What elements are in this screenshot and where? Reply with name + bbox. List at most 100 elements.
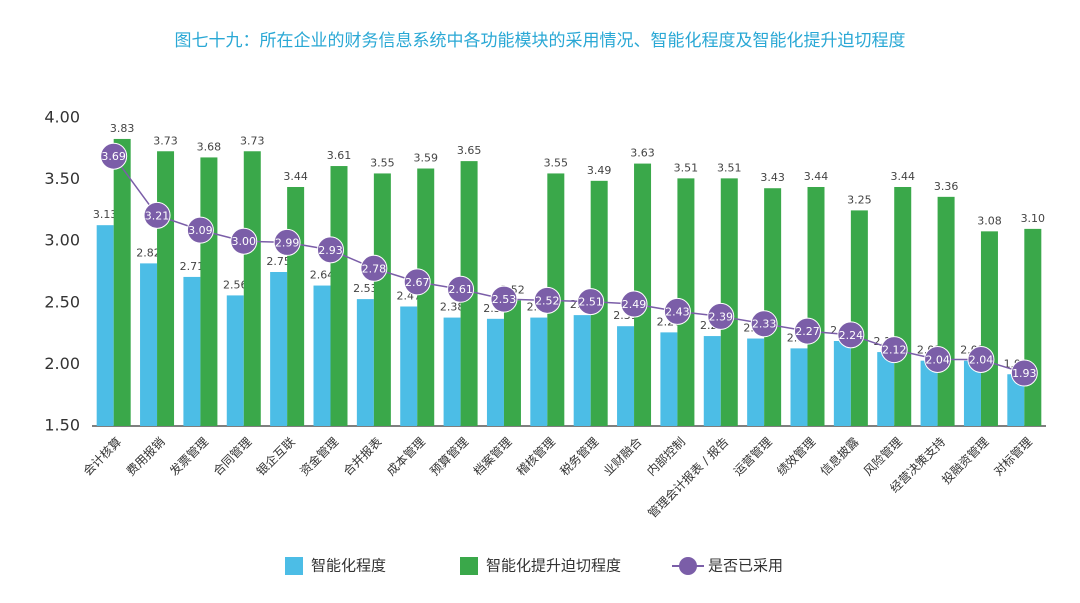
bar-value-label: 3.25: [847, 193, 872, 206]
line-value-label: 2.04: [925, 353, 950, 366]
bar: [937, 196, 955, 426]
x-tick-label: 成本管理: [383, 434, 428, 479]
bar: [894, 186, 912, 426]
line-value-label: 2.12: [882, 344, 907, 357]
line-marker: [100, 142, 128, 170]
bar-value-label: 3.63: [630, 147, 655, 160]
bar: [850, 210, 868, 426]
x-tick-label: 预算管理: [427, 434, 472, 479]
line-marker: [533, 286, 561, 314]
bar-value-label: 2.75: [266, 255, 291, 268]
bar-value-label: 3.73: [153, 134, 178, 147]
line-marker: [230, 227, 258, 255]
bar: [703, 336, 721, 426]
bar: [140, 263, 158, 426]
x-tick-label: 稽核管理: [513, 434, 558, 479]
bar: [790, 348, 808, 426]
line-marker: [577, 288, 605, 316]
bar-value-label: 2.38: [440, 301, 465, 314]
bar-value-label: 3.73: [240, 134, 265, 147]
line-value-label: 2.24: [839, 329, 864, 342]
x-tick-label: 费用报销: [123, 434, 168, 479]
bar-value-label: 3.55: [370, 156, 395, 169]
y-tick-label: 2.00: [44, 354, 80, 373]
y-tick-label: 2.50: [44, 292, 80, 311]
line-value-label: 2.99: [275, 236, 300, 249]
line-marker: [837, 321, 865, 349]
line-value-label: 2.67: [405, 276, 430, 289]
bar: [660, 332, 678, 426]
legend-label: 是否已采用: [708, 557, 783, 575]
line-value-label: 2.27: [795, 325, 820, 338]
line-marker: [317, 236, 344, 264]
x-tick-label: 会计核算: [80, 434, 125, 479]
bar: [96, 225, 114, 426]
x-tick-label: 信息披露: [817, 434, 862, 479]
bar-value-label: 2.56: [223, 278, 248, 291]
line-marker: [186, 216, 214, 244]
line-marker: [447, 275, 475, 303]
bar-value-label: 3.10: [1021, 212, 1046, 225]
bar: [417, 168, 435, 426]
x-tick-label: 发票管理: [166, 434, 211, 479]
x-tick-label: 内部控制: [643, 434, 688, 479]
legend-swatch: [460, 557, 478, 575]
y-tick-label: 1.50: [44, 416, 80, 435]
bar-value-label: 3.51: [717, 161, 742, 174]
line-value-label: 3.21: [145, 209, 170, 222]
bar: [356, 299, 374, 426]
line: [113, 155, 1025, 374]
bar-value-label: 3.13: [93, 208, 118, 221]
line-value-label: 2.78: [362, 262, 387, 275]
bar: [486, 318, 504, 426]
y-tick-label: 3.50: [44, 169, 80, 188]
bar: [443, 317, 461, 426]
bar-value-label: 3.36: [934, 180, 959, 193]
x-tick-label: 绩效管理: [774, 434, 819, 479]
line-value-label: 2.04: [969, 353, 994, 366]
bar-value-label: 3.43: [760, 171, 785, 184]
bar: [373, 173, 391, 426]
line-marker: [707, 302, 735, 330]
bar: [833, 340, 851, 426]
line-marker: [967, 345, 995, 373]
bar: [400, 306, 418, 426]
bar: [963, 360, 981, 426]
bar: [807, 186, 825, 426]
x-tick-label: 风险管理: [860, 434, 905, 479]
bar: [877, 352, 895, 426]
x-tick-label: 合同管理: [210, 434, 255, 479]
bar: [980, 231, 998, 426]
x-tick-label: 业财融合: [600, 434, 645, 479]
x-tick-label: 税务管理: [557, 434, 602, 479]
x-tick-label: 管理会计报表 / 报告: [645, 434, 732, 521]
line-marker: [360, 254, 388, 282]
bar-value-label: 3.49: [587, 164, 612, 177]
x-tick-label: 银企互联: [253, 434, 298, 479]
bar: [1007, 374, 1025, 426]
bar-value-label: 3.61: [327, 149, 352, 162]
bar-value-label: 3.59: [413, 152, 438, 165]
legend-label: 智能化提升迫切程度: [486, 557, 621, 575]
line-marker: [403, 268, 431, 296]
bar-value-label: 3.55: [544, 156, 569, 169]
bar-value-label: 3.08: [977, 214, 1002, 227]
bar-value-label: 3.65: [457, 144, 482, 157]
line-value-label: 1.93: [1012, 367, 1037, 380]
line-value-label: 2.33: [752, 318, 777, 331]
bar-value-label: 3.44: [890, 170, 915, 183]
bar-value-label: 3.44: [283, 170, 308, 183]
bar: [573, 315, 591, 426]
bar-value-label: 3.44: [804, 170, 829, 183]
bar: [287, 186, 305, 426]
x-tick-label: 投融资管理: [939, 434, 992, 487]
line-marker: [273, 228, 301, 256]
line-marker: [663, 297, 691, 325]
bar-value-label: 2.53: [353, 282, 378, 295]
y-tick-label: 4.00: [44, 108, 80, 127]
legend-swatch: [285, 557, 303, 575]
line-marker: [880, 336, 908, 364]
bar: [747, 338, 765, 426]
bar-value-label: 3.83: [110, 122, 135, 135]
